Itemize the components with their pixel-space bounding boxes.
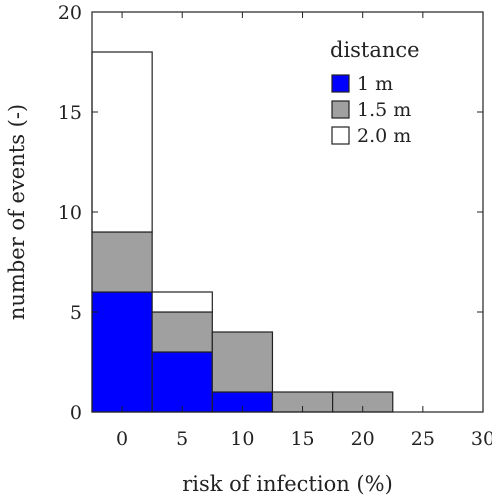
y-tick-label: 10 xyxy=(58,202,82,224)
legend-swatch xyxy=(331,74,350,93)
bars-group xyxy=(91,51,394,413)
y-tick-label: 20 xyxy=(58,2,82,24)
bar-1-5-m-0 xyxy=(91,231,153,293)
x-tick-label: 20 xyxy=(351,428,375,450)
y-tick-label: 0 xyxy=(70,402,82,424)
y-axis-label: number of events (-) xyxy=(5,104,29,320)
bar-2-0-m-5 xyxy=(151,291,213,313)
legend-entry-label: 1.5 m xyxy=(357,99,411,121)
y-tick-label: 15 xyxy=(58,102,82,124)
ticks-group: 0 5 10 15 20 25 30 0 5 10 15 20 xyxy=(58,2,492,450)
bar-2-0-m-0 xyxy=(91,51,153,233)
legend-swatch xyxy=(331,126,350,145)
x-tick-label: 25 xyxy=(411,428,435,450)
x-axis-label: risk of infection (%) xyxy=(182,472,393,496)
bar-1-5-m-5 xyxy=(151,311,213,353)
legend-swatch xyxy=(331,100,350,119)
legend-title: distance xyxy=(330,38,420,62)
legend-entry-label: 2.0 m xyxy=(357,125,411,147)
x-tick-label: 30 xyxy=(471,428,492,450)
x-tick-label: 10 xyxy=(230,428,254,450)
legend: distance 1 m 1.5 m 2.0 m xyxy=(330,38,420,147)
bar-1-m-5 xyxy=(151,351,213,413)
y-tick-label: 5 xyxy=(70,302,82,324)
legend-entry-label: 1 m xyxy=(357,73,393,95)
bar-1-m-0 xyxy=(91,291,153,413)
x-tick-label: 15 xyxy=(290,428,314,450)
x-tick-label: 0 xyxy=(116,428,128,450)
x-tick-label: 5 xyxy=(176,428,188,450)
bar-1-5-m-10 xyxy=(211,331,274,393)
